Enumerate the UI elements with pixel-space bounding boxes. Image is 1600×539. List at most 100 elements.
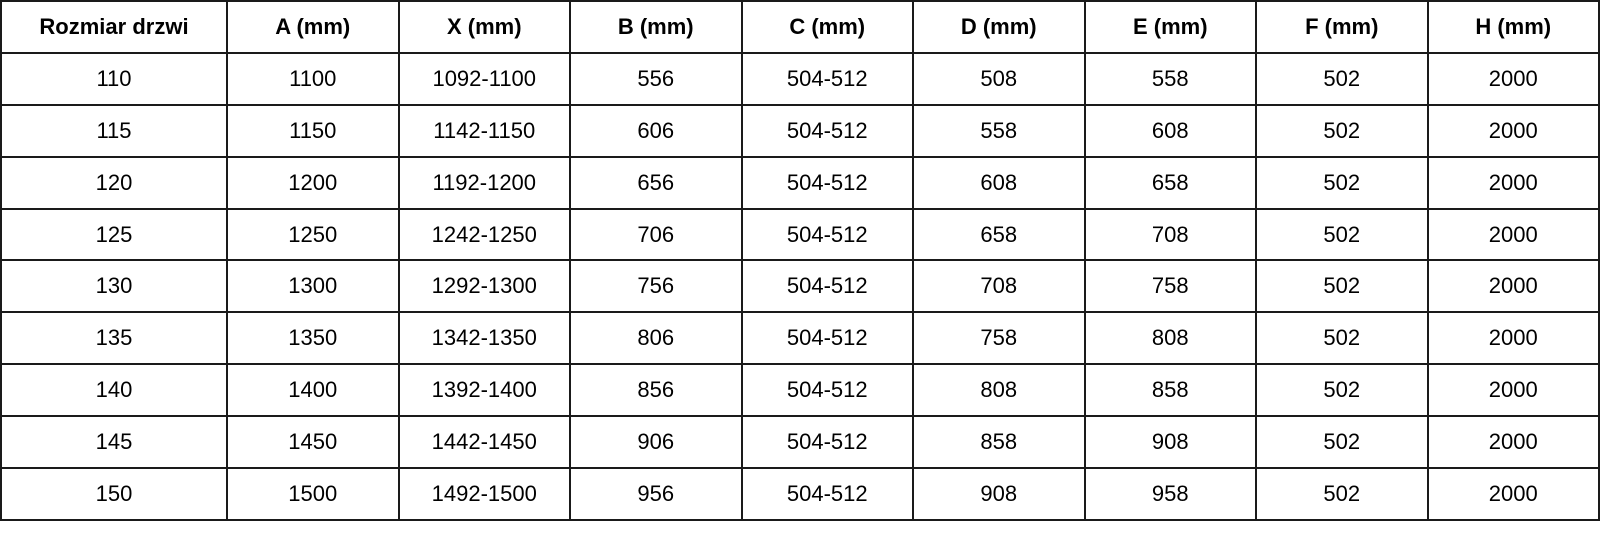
- table-cell: 1350: [226, 311, 400, 366]
- header-row: Rozmiar drzwi A (mm) X (mm) B (mm) C (mm) D (…: [0, 0, 1600, 54]
- table-cell: 504-512: [740, 155, 914, 210]
- table-cell: 608: [1083, 103, 1257, 158]
- table-cell: 1250: [226, 207, 400, 262]
- table-cell: 502: [1255, 415, 1429, 470]
- table-cell: 708: [912, 259, 1086, 314]
- table-cell: 658: [1083, 155, 1257, 210]
- table-cell: 958: [1083, 467, 1257, 521]
- table-cell: 756: [569, 259, 743, 314]
- table-cell: 2000: [1426, 467, 1600, 521]
- table-cell: 120: [0, 155, 228, 210]
- table-cell: 504-512: [740, 363, 914, 418]
- table-cell: 1442-1450: [397, 415, 571, 470]
- table-cell: 1200: [226, 155, 400, 210]
- table-cell: 758: [1083, 259, 1257, 314]
- table-cell: 808: [912, 363, 1086, 418]
- table-cell: 558: [1083, 51, 1257, 106]
- table-cell: 1400: [226, 363, 400, 418]
- table-cell: 856: [569, 363, 743, 418]
- table-cell: 2000: [1426, 207, 1600, 262]
- column-header: H (mm): [1426, 0, 1600, 54]
- table-row: 135 1350 1342-1350 806 504-512 758 808 502 2000: [0, 311, 1600, 366]
- table-row: 125 1250 1242-1250 706 504-512 658 708 502 2000: [0, 207, 1600, 262]
- table-row: 140 1400 1392-1400 856 504-512 808 858 502 2000: [0, 363, 1600, 418]
- table-row: 110 1100 1092-1100 556 504-512 508 558 502 2000: [0, 51, 1600, 106]
- table-cell: 145: [0, 415, 228, 470]
- table-row: 150 1500 1492-1500 956 504-512 908 958 502 2000: [0, 467, 1600, 521]
- column-header: A (mm): [226, 0, 400, 54]
- table-row: 145 1450 1442-1450 906 504-512 858 908 502 2000: [0, 415, 1600, 470]
- table-cell: 608: [912, 155, 1086, 210]
- table-cell: 502: [1255, 363, 1429, 418]
- table-cell: 504-512: [740, 311, 914, 366]
- table-cell: 504-512: [740, 467, 914, 521]
- table-cell: 1192-1200: [397, 155, 571, 210]
- table-cell: 504-512: [740, 259, 914, 314]
- table-cell: 504-512: [740, 103, 914, 158]
- column-header: F (mm): [1255, 0, 1429, 54]
- table-cell: 656: [569, 155, 743, 210]
- table-cell: 1500: [226, 467, 400, 521]
- table-row: 120 1200 1192-1200 656 504-512 608 658 502 2000: [0, 155, 1600, 210]
- table-cell: 2000: [1426, 103, 1600, 158]
- table-cell: 1392-1400: [397, 363, 571, 418]
- table-cell: 1242-1250: [397, 207, 571, 262]
- table-cell: 502: [1255, 207, 1429, 262]
- door-size-table: Rozmiar drzwi A (mm) X (mm) B (mm) C (mm) D (…: [0, 0, 1600, 521]
- table-cell: 2000: [1426, 51, 1600, 106]
- table-cell: 150: [0, 467, 228, 521]
- table-cell: 606: [569, 103, 743, 158]
- table-cell: 908: [912, 467, 1086, 521]
- table-cell: 135: [0, 311, 228, 366]
- table-cell: 508: [912, 51, 1086, 106]
- table-cell: 502: [1255, 467, 1429, 521]
- table-row: 130 1300 1292-1300 756 504-512 708 758 502 2000: [0, 259, 1600, 314]
- table-cell: 2000: [1426, 155, 1600, 210]
- table-cell: 130: [0, 259, 228, 314]
- table-cell: 2000: [1426, 311, 1600, 366]
- table-cell: 808: [1083, 311, 1257, 366]
- table-cell: 2000: [1426, 415, 1600, 470]
- table-cell: 502: [1255, 155, 1429, 210]
- table-cell: 1292-1300: [397, 259, 571, 314]
- table-cell: 708: [1083, 207, 1257, 262]
- table-cell: 504-512: [740, 415, 914, 470]
- table-cell: 1450: [226, 415, 400, 470]
- table-cell: 858: [1083, 363, 1257, 418]
- table-cell: 1342-1350: [397, 311, 571, 366]
- table-cell: 110: [0, 51, 228, 106]
- column-header: X (mm): [397, 0, 571, 54]
- table-cell: 956: [569, 467, 743, 521]
- table-cell: 908: [1083, 415, 1257, 470]
- table-cell: 1492-1500: [397, 467, 571, 521]
- table-cell: 2000: [1426, 363, 1600, 418]
- column-header: E (mm): [1083, 0, 1257, 54]
- table-cell: 2000: [1426, 259, 1600, 314]
- table-cell: 706: [569, 207, 743, 262]
- table-cell: 504-512: [740, 51, 914, 106]
- table-row: 115 1150 1142-1150 606 504-512 558 608 502 2000: [0, 103, 1600, 158]
- column-header: Rozmiar drzwi: [0, 0, 228, 54]
- table-cell: 1142-1150: [397, 103, 571, 158]
- table-cell: 1100: [226, 51, 400, 106]
- table-cell: 906: [569, 415, 743, 470]
- table-cell: 504-512: [740, 207, 914, 262]
- table-cell: 1092-1100: [397, 51, 571, 106]
- table-cell: 758: [912, 311, 1086, 366]
- table-cell: 858: [912, 415, 1086, 470]
- table-cell: 1150: [226, 103, 400, 158]
- table-cell: 125: [0, 207, 228, 262]
- table-cell: 806: [569, 311, 743, 366]
- column-header: C (mm): [740, 0, 914, 54]
- table-cell: 658: [912, 207, 1086, 262]
- column-header: D (mm): [912, 0, 1086, 54]
- table-cell: 502: [1255, 311, 1429, 366]
- table-cell: 140: [0, 363, 228, 418]
- table-cell: 1300: [226, 259, 400, 314]
- table-cell: 502: [1255, 103, 1429, 158]
- table-cell: 115: [0, 103, 228, 158]
- table-cell: 556: [569, 51, 743, 106]
- table-cell: 502: [1255, 51, 1429, 106]
- table-cell: 502: [1255, 259, 1429, 314]
- table-cell: 558: [912, 103, 1086, 158]
